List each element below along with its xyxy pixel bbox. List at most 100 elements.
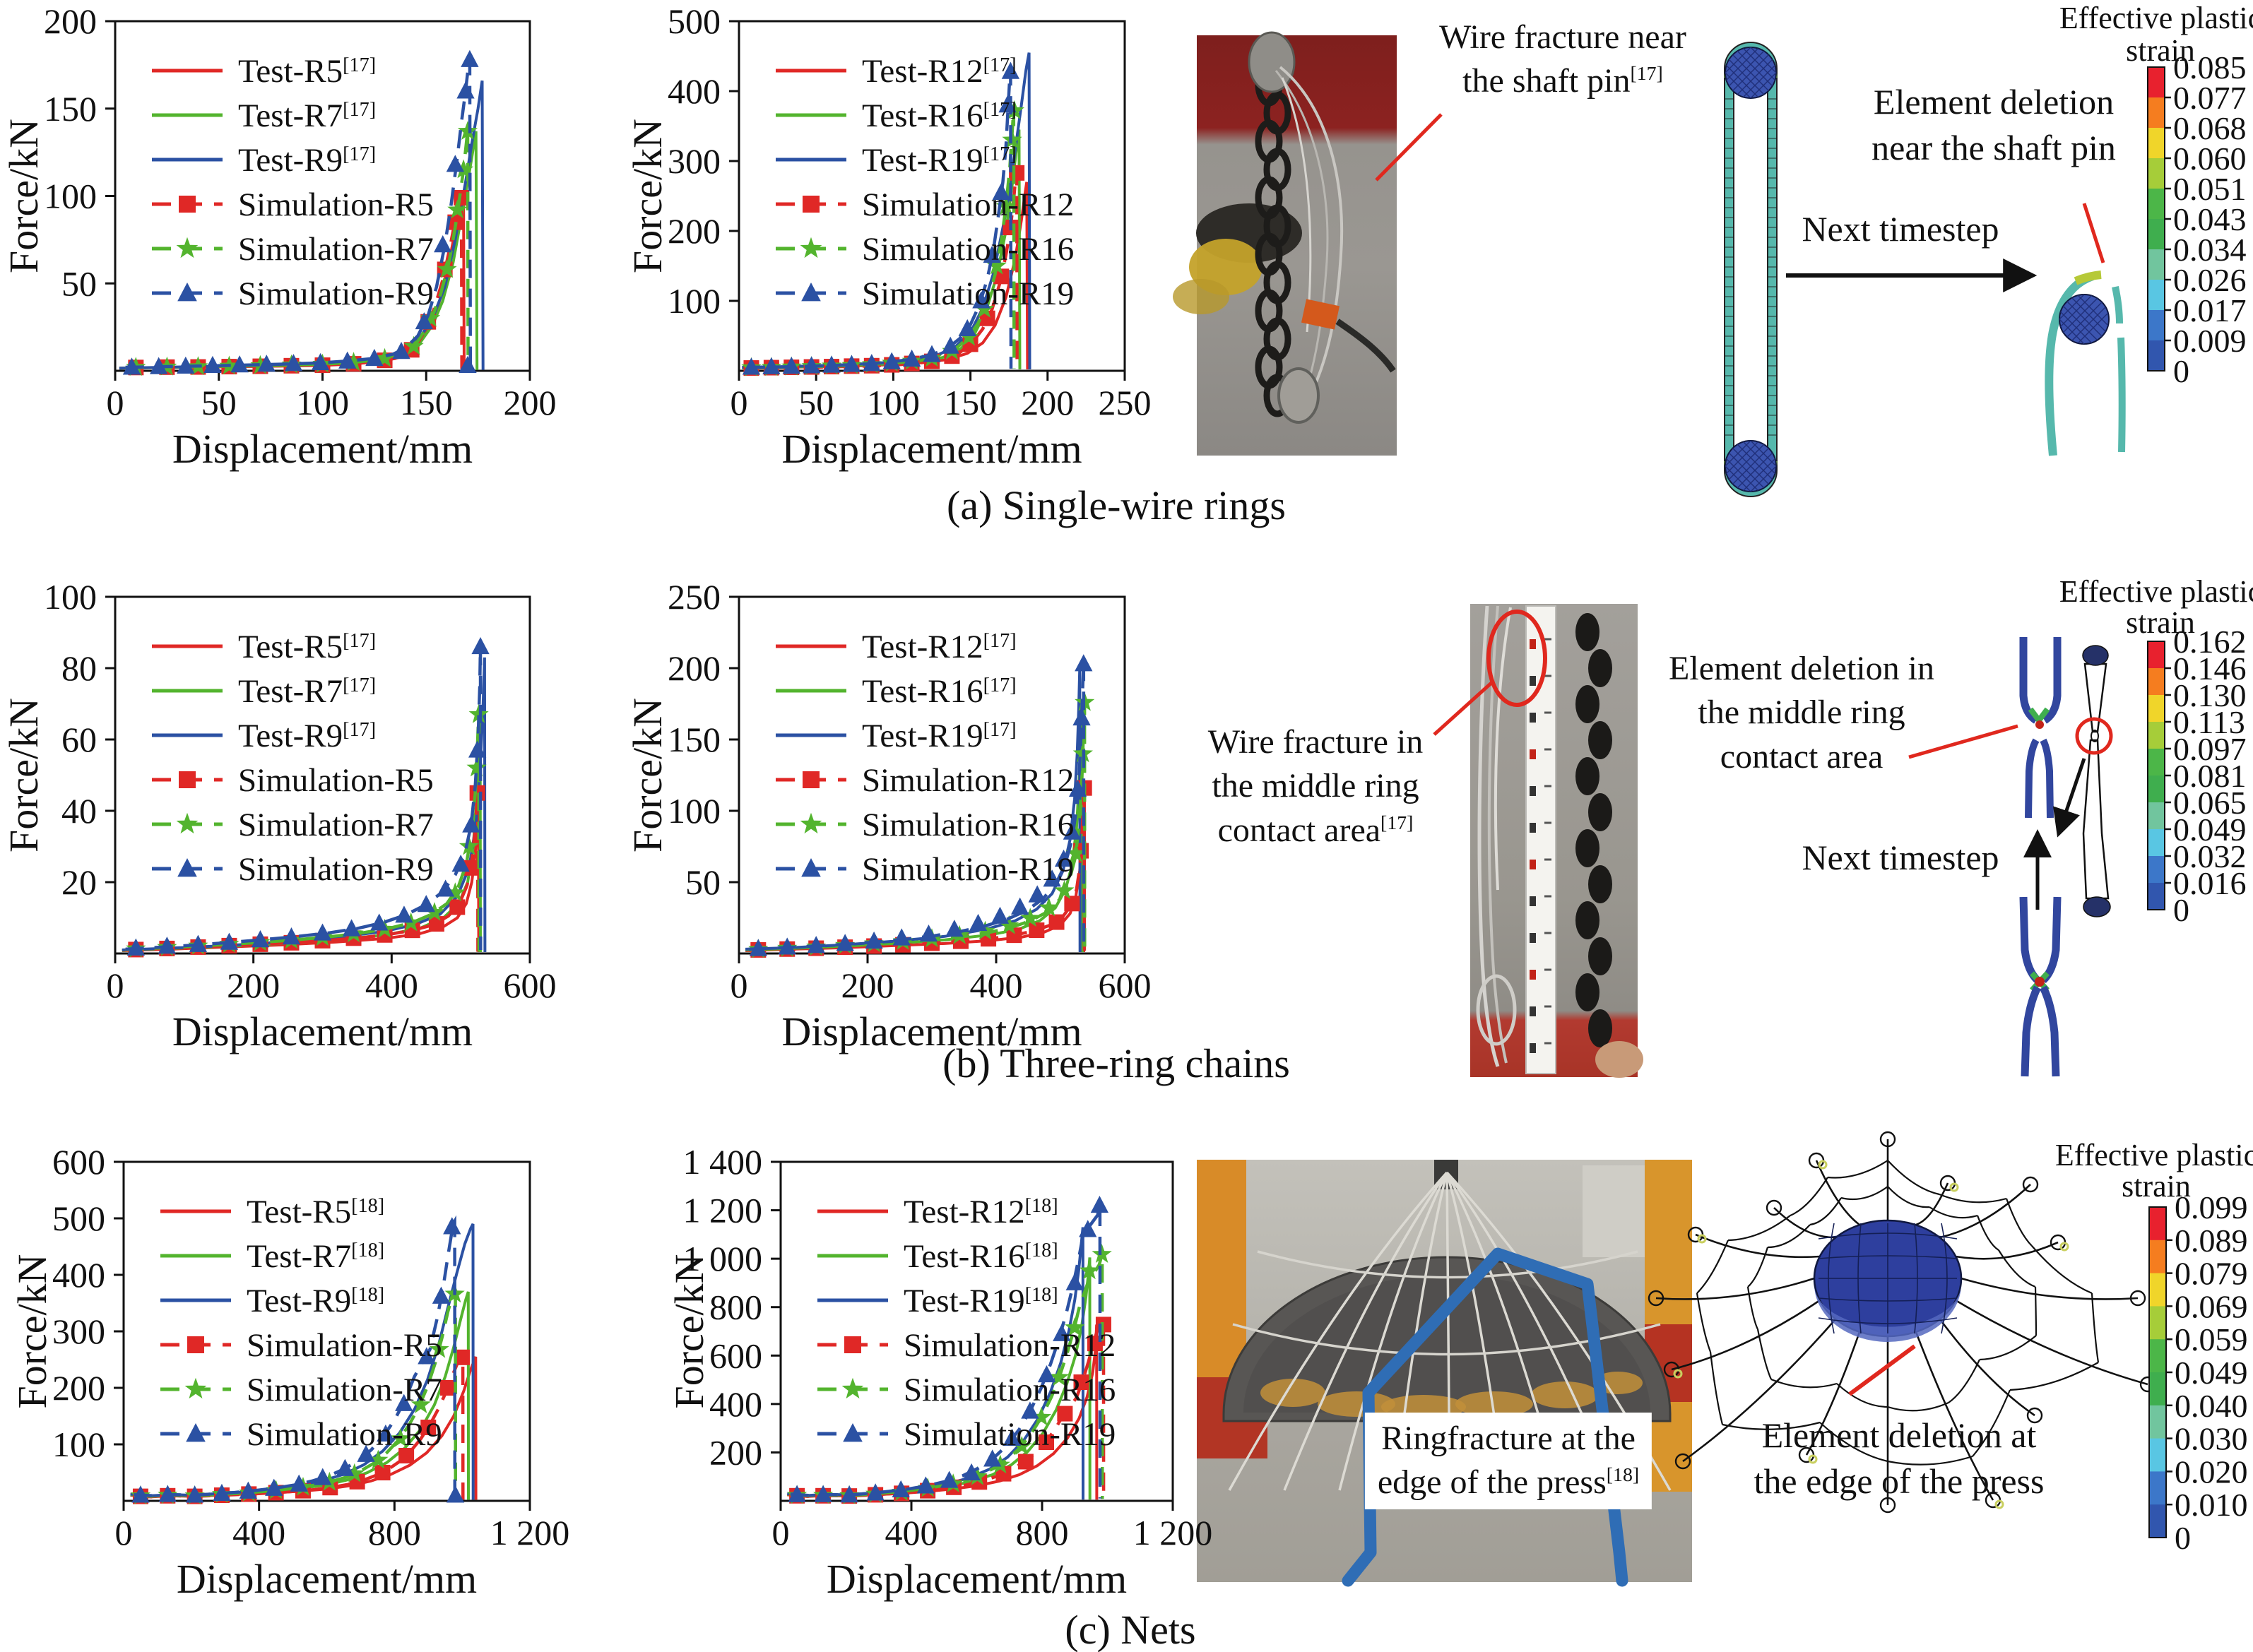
legend-label: Test-R19[18]	[904, 1283, 1058, 1319]
series-markers	[787, 1244, 1112, 1504]
series-test-r7	[130, 1291, 470, 1500]
colorbar-label: 0	[2173, 353, 2189, 389]
y-axis-label: Force/kN	[1, 698, 47, 852]
series-simulation-r12	[746, 171, 1019, 370]
x-tick-label: 200	[1021, 383, 1074, 422]
colorbar-label: 0.060	[2173, 141, 2247, 177]
series-markers	[788, 1195, 1109, 1503]
series-test-r5	[130, 1356, 478, 1500]
y-tick-label: 60	[61, 720, 97, 759]
y-tick-label: 100	[668, 281, 721, 321]
y-tick-label: 600	[709, 1336, 762, 1375]
annotation-line: the shaft pin[17]	[1462, 62, 1663, 100]
annotation-element-deletion-b: Element deletion in the middle ring cont…	[1669, 650, 1934, 776]
legend-label: Simulation-R7	[238, 807, 434, 843]
legend-label: Simulation-R9	[238, 851, 434, 888]
annotation-line: Wire fracture near	[1439, 18, 1686, 56]
x-tick-label: 600	[1099, 965, 1152, 1005]
caption-b: (b) Three-ring chains	[942, 1040, 1290, 1086]
series-test-r19	[745, 667, 1082, 953]
y-tick-label: 100	[52, 1425, 105, 1464]
colorbar-label: 0.017	[2173, 292, 2247, 328]
colorbar-label: 0.049	[2175, 1355, 2248, 1391]
annotation-next-timestep-a: Next timestep	[1802, 209, 1999, 249]
series-markers	[131, 1217, 465, 1503]
caption-c: (c) Nets	[1065, 1607, 1196, 1652]
x-tick-label: 0	[772, 1513, 790, 1552]
y-tick-label: 800	[709, 1288, 762, 1327]
legend-label: Test-R7[17]	[238, 97, 376, 134]
legend-label: Simulation-R9	[238, 275, 434, 312]
colorbar-label: 0	[2173, 892, 2189, 928]
colorbar-label: 0.162	[2173, 624, 2247, 660]
colorbar-label: 0	[2175, 1520, 2191, 1556]
x-tick-label: 400	[232, 1513, 285, 1552]
annotation-element-deletion-a: Element deletion near the shaft pin	[1871, 82, 2116, 167]
y-tick-label: 250	[668, 577, 721, 617]
x-tick-label: 0	[107, 383, 124, 422]
photo-net-press-test	[1197, 1160, 1692, 1582]
colorbar-label: 0.034	[2173, 232, 2247, 268]
colorbar-title: strain	[2126, 33, 2195, 68]
chart-a1: 50 100 150 200 0 50 100 150 200 Displacement/mm Fo…	[1, 1, 557, 472]
colorbar-label: 0.085	[2173, 49, 2247, 85]
x-tick-label: 150	[400, 383, 453, 422]
y-tick-label: 100	[44, 577, 97, 617]
y-tick-label: 1 200	[683, 1191, 763, 1230]
x-tick-label: 200	[227, 965, 280, 1005]
colorbar-a: Effective plasticstrain0.0850.0770.0680.…	[2059, 1, 2253, 389]
legend-label: Test-R9[17]	[238, 718, 376, 754]
series-test-r16	[745, 702, 1084, 953]
series-test-r16	[742, 129, 1022, 370]
colorbar-title: Effective plastic	[2055, 1138, 2253, 1172]
legend-label: Test-R12[18]	[904, 1194, 1058, 1230]
colorbar-label: 0.051	[2173, 171, 2247, 207]
colorbar-label: 0.069	[2175, 1288, 2248, 1324]
colorbar-label: 0.065	[2173, 785, 2247, 821]
series-test-r12	[742, 182, 1029, 370]
y-tick-label: 200	[44, 1, 97, 41]
series-simulation-r5	[125, 789, 480, 952]
y-tick-label: 500	[52, 1199, 105, 1238]
photo-three-ring-chain-test	[1470, 604, 1638, 1077]
y-tick-label: 400	[52, 1255, 105, 1295]
legend: Test-R12[18] Test-R16[18] Test-R19[18] Simu…	[817, 1194, 1116, 1453]
x-tick-label: 0	[107, 965, 124, 1005]
series-simulation-r12	[748, 785, 1087, 952]
colorbar-label: 0.081	[2173, 758, 2247, 794]
legend-label: Simulation-R12	[904, 1327, 1116, 1364]
y-tick-label: 50	[61, 263, 97, 303]
y-tick-label: 100	[668, 791, 721, 831]
colorbar-title: Effective plastic	[2059, 1, 2253, 35]
y-tick-label: 1 000	[683, 1239, 763, 1278]
series-simulation-r19	[748, 660, 1086, 951]
legend: Test-R12[17] Test-R16[17] Test-R19[17] Simu…	[776, 629, 1074, 888]
series-markers	[122, 49, 479, 375]
series-simulation-r9	[125, 646, 483, 951]
x-tick-label: 250	[1099, 383, 1152, 422]
annotation-next-timestep-b: Next timestep	[1802, 838, 1999, 877]
legend-label: Test-R9[18]	[247, 1283, 384, 1319]
series-test-r5	[122, 792, 480, 953]
fem-ring-a-deleted	[2045, 203, 2126, 456]
series-markers	[750, 780, 1092, 958]
legend-label: Test-R9[17]	[238, 142, 376, 179]
y-tick-label: 100	[44, 177, 97, 216]
legend-label: Test-R5[18]	[247, 1194, 384, 1230]
series-simulation-r19	[790, 1204, 1102, 1499]
legend-label: Simulation-R19	[904, 1416, 1116, 1453]
annotation-ring-fracture-c: Ringfracture at the edge of the press[18…	[1364, 1413, 1652, 1509]
legend: Test-R5[17] Test-R7[17] Test-R9[17] Simulat…	[152, 53, 434, 312]
series-simulation-r16	[790, 1253, 1104, 1499]
colorbar-label: 0.097	[2173, 731, 2247, 767]
legend-label: Test-R12[17]	[862, 629, 1017, 665]
series-markers	[742, 61, 1020, 375]
colorbar-label: 0.077	[2173, 80, 2247, 116]
colorbar-label: 0.068	[2173, 110, 2247, 146]
x-tick-label: 600	[504, 965, 557, 1005]
series-markers	[130, 1283, 465, 1504]
colorbar-label: 0.099	[2175, 1189, 2248, 1225]
x-tick-label: 0	[731, 965, 748, 1005]
